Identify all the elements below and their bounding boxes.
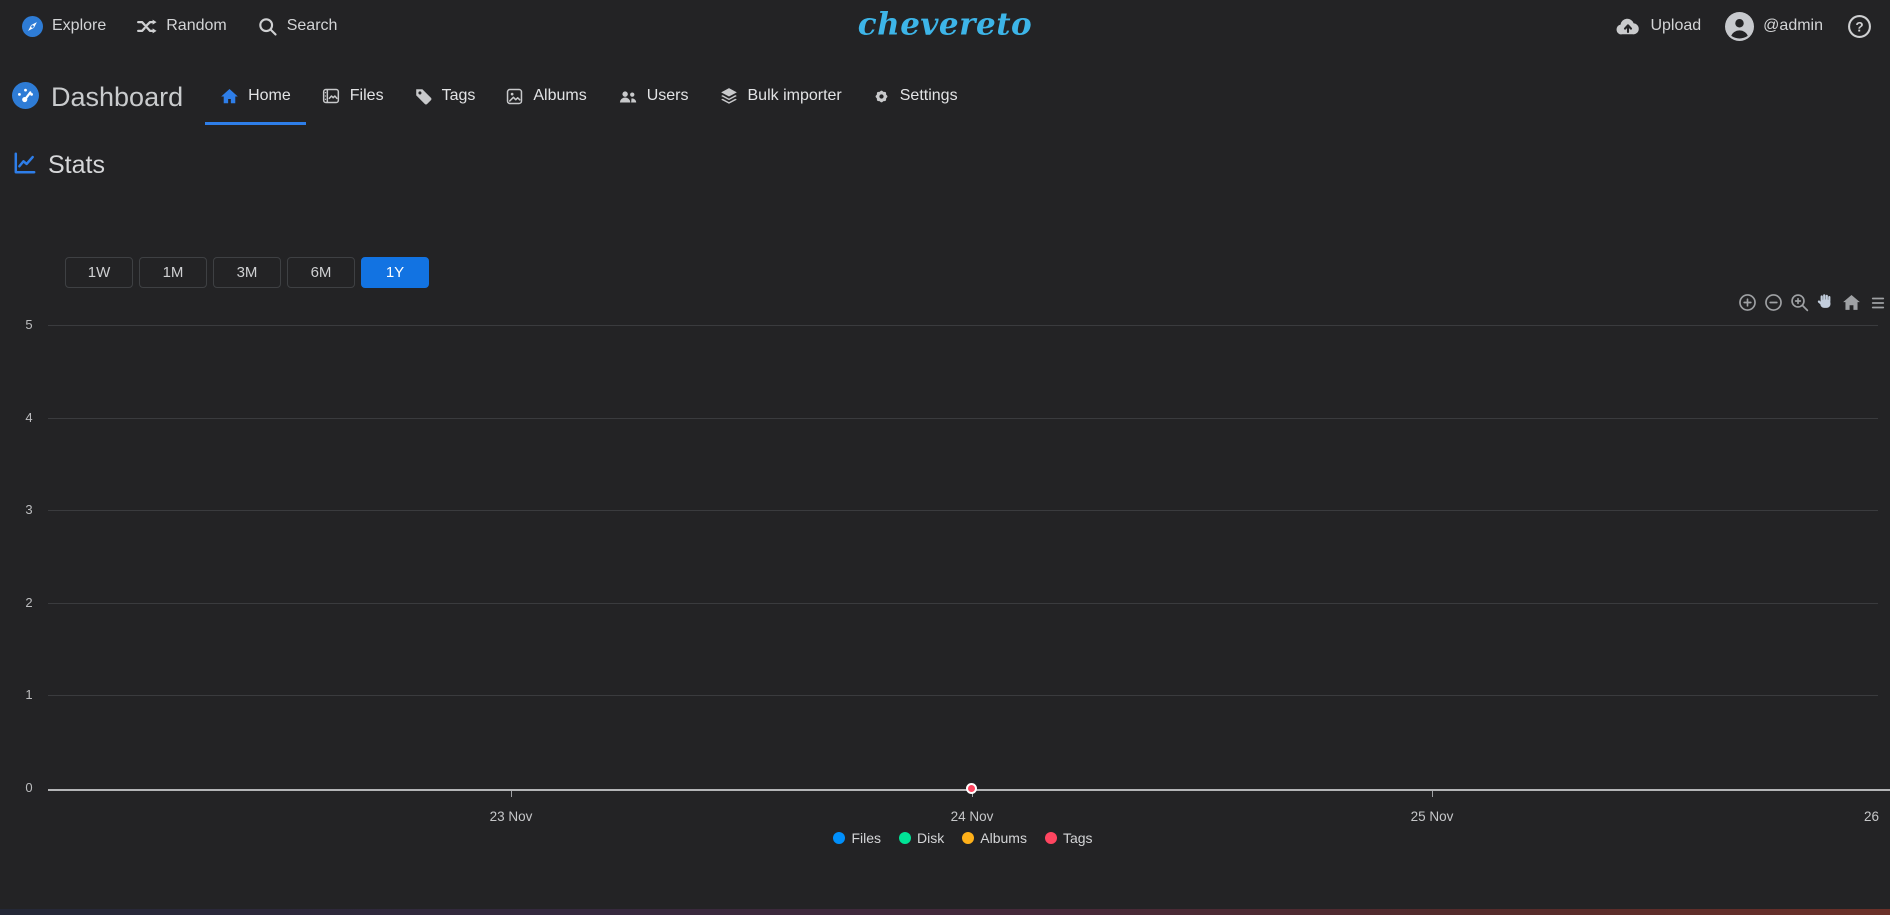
- topbar-left-group: Explore Random Search: [22, 0, 337, 52]
- explore-link[interactable]: Explore: [22, 15, 107, 37]
- page-title: Dashboard: [51, 82, 184, 112]
- chart-legend: Files Disk Albums Tags: [48, 830, 1878, 846]
- gauge-icon: [12, 81, 39, 114]
- tab-label: Settings: [899, 87, 958, 104]
- legend-label: Albums: [980, 830, 1027, 846]
- legend-dot: [899, 832, 912, 844]
- tab-files[interactable]: Files: [306, 70, 399, 125]
- account-menu[interactable]: @admin: [1725, 11, 1823, 41]
- chevereto-logo[interactable]: chevereto: [857, 6, 1033, 43]
- search-link[interactable]: Search: [257, 16, 338, 37]
- y-tick-label: 3: [25, 502, 33, 517]
- legend-dot: [1044, 832, 1057, 844]
- stats-title: Stats: [48, 151, 105, 179]
- menu-icon[interactable]: [1867, 292, 1888, 313]
- files-icon: [321, 86, 341, 106]
- x-tick-label: 24 Nov: [950, 809, 994, 824]
- tab-label: Users: [646, 87, 689, 104]
- explore-label: Explore: [52, 17, 107, 34]
- range-button-1m[interactable]: 1M: [139, 257, 207, 288]
- x-tick-mark: [972, 791, 973, 797]
- tab-label: Tags: [441, 87, 476, 104]
- range-button-3m[interactable]: 3M: [213, 257, 281, 288]
- random-label: Random: [166, 17, 227, 34]
- gridline-4: [48, 418, 1878, 419]
- tab-bulk-importer[interactable]: Bulk importer: [704, 70, 857, 125]
- x-tick-label: 26: [1863, 809, 1880, 824]
- upload-label: Upload: [1650, 17, 1702, 34]
- range-selector: 1W 1M 3M 6M 1Y: [65, 257, 429, 288]
- y-tick-label: 5: [25, 317, 33, 332]
- users-icon: [617, 87, 638, 106]
- x-tick-mark: [1432, 791, 1433, 797]
- y-tick-label: 2: [25, 595, 33, 610]
- tag-icon: [414, 87, 433, 106]
- albums-icon: [505, 87, 524, 106]
- tab-label: Albums: [533, 87, 587, 104]
- legend-dot: [962, 832, 975, 844]
- dashboard-tabs: Home Files Tags Albums: [205, 70, 972, 125]
- help-button[interactable]: ?: [1847, 14, 1872, 39]
- search-label: Search: [286, 17, 338, 34]
- legend-dot: [833, 832, 846, 844]
- pan-icon[interactable]: [1815, 292, 1836, 313]
- compass-icon: [22, 15, 43, 37]
- tab-settings[interactable]: Settings: [857, 70, 973, 125]
- tab-label: Bulk importer: [747, 87, 842, 104]
- legend-label: Files: [851, 830, 882, 846]
- upload-button[interactable]: Upload: [1615, 15, 1701, 37]
- tab-albums[interactable]: Albums: [490, 70, 601, 125]
- cloud-upload-icon: [1615, 15, 1641, 37]
- x-tick-mark: [511, 791, 512, 797]
- username-label: @admin: [1763, 17, 1823, 34]
- x-tick-label: 25 Nov: [1410, 809, 1454, 824]
- y-tick-label: 0: [25, 780, 33, 795]
- selection-zoom-icon[interactable]: [1789, 292, 1810, 313]
- y-tick-label: 1: [25, 687, 33, 702]
- legend-label: Tags: [1062, 830, 1093, 846]
- gridline-1: [48, 695, 1878, 696]
- dashboard-title-group: Dashboard: [12, 81, 184, 114]
- chart-line-icon: [12, 150, 38, 181]
- x-tick-label: 23 Nov: [489, 809, 533, 824]
- reset-zoom-home-icon[interactable]: [1841, 292, 1862, 313]
- gridline-5: [48, 325, 1878, 326]
- data-point-marker[interactable]: [966, 783, 977, 794]
- avatar: [1725, 11, 1755, 41]
- legend-item-albums[interactable]: Albums: [962, 830, 1027, 846]
- range-button-1y[interactable]: 1Y: [361, 257, 429, 288]
- range-button-1w[interactable]: 1W: [65, 257, 133, 288]
- legend-item-tags[interactable]: Tags: [1044, 830, 1093, 846]
- topbar-right-group: Upload @admin ?: [1615, 0, 1872, 52]
- top-bar: Explore Random Search chevereto: [0, 0, 1890, 52]
- chart-toolbar: [1737, 292, 1888, 313]
- dashboard-nav: Dashboard Home Files Tags: [12, 70, 1890, 125]
- help-icon: ?: [1847, 14, 1872, 39]
- zoom-in-icon[interactable]: [1737, 292, 1758, 313]
- tab-label: Home: [248, 87, 291, 104]
- tab-label: Files: [349, 87, 384, 104]
- layers-icon: [719, 86, 739, 106]
- legend-item-disk[interactable]: Disk: [899, 830, 944, 846]
- y-tick-label: 4: [25, 410, 33, 425]
- tab-users[interactable]: Users: [602, 70, 704, 125]
- legend-label: Disk: [917, 830, 945, 846]
- zoom-out-icon[interactable]: [1763, 292, 1784, 313]
- gridline-3: [48, 510, 1878, 511]
- bottom-gradient-strip: [0, 909, 1890, 915]
- stats-header: Stats: [12, 150, 105, 181]
- random-link[interactable]: Random: [136, 16, 227, 37]
- shuffle-icon: [136, 16, 157, 37]
- svg-text:?: ?: [1855, 19, 1863, 34]
- gridline-2: [48, 603, 1878, 604]
- range-button-6m[interactable]: 6M: [287, 257, 355, 288]
- gear-icon: [872, 87, 891, 106]
- home-icon: [220, 87, 239, 106]
- tab-tags[interactable]: Tags: [399, 70, 491, 125]
- tab-home[interactable]: Home: [205, 70, 306, 125]
- legend-item-files[interactable]: Files: [833, 830, 881, 846]
- search-icon: [257, 16, 278, 37]
